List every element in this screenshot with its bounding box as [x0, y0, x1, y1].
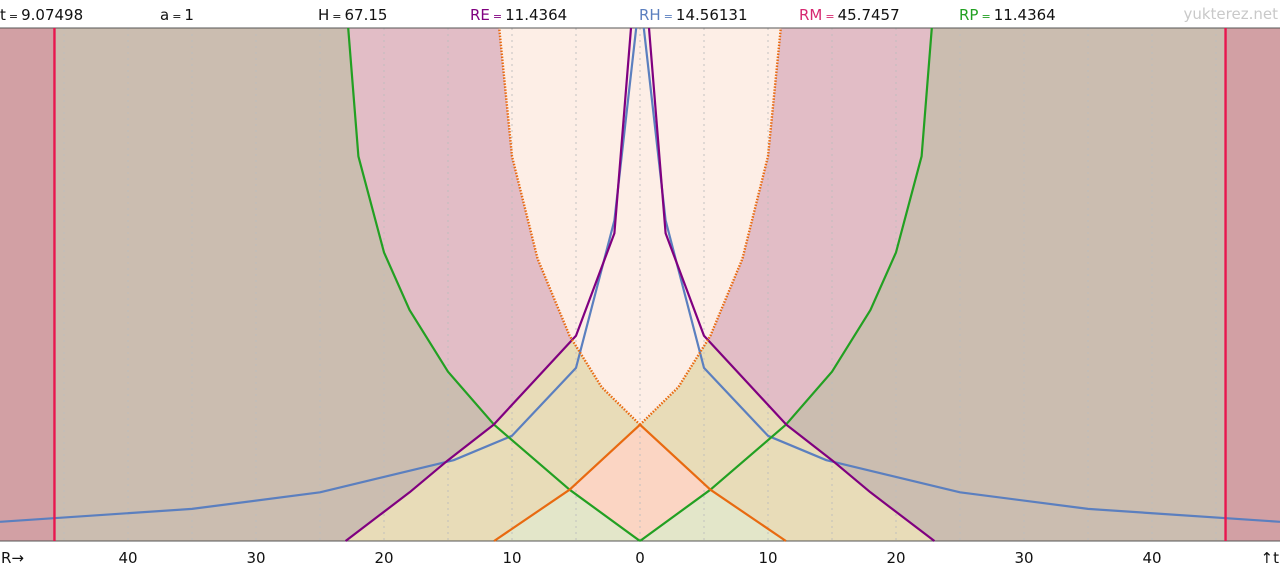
readout-t: t = 9.07498: [0, 6, 83, 24]
header-readouts: t = 9.07498 a = 1 H = 67.15 RE = 11.4364 RH = 14.56131…: [0, 6, 1056, 24]
grid-lines: [0, 27, 1280, 542]
x-tick-label: 10: [502, 549, 521, 567]
readout-value: 9.07498: [21, 6, 83, 24]
readout-label: RP: [959, 6, 978, 24]
readout-rp: RP = 11.4364: [959, 6, 1056, 24]
x-axis-ticks: 40 30 20 10 0 10 20 30 40: [118, 549, 1161, 567]
readout-rm: RM = 45.7457: [799, 6, 900, 24]
curve-particle-left: [347, 27, 641, 542]
past-cone-region-right: [640, 489, 786, 541]
curve-hubble-left: [0, 27, 638, 523]
curve-event-left: [344, 27, 633, 542]
curve-light-cone-future-right: [639, 27, 782, 426]
x-axis-label: R→: [1, 549, 24, 567]
y-axis-label: ↑t: [1261, 549, 1280, 567]
readout-rh: RH = 14.56131: [639, 6, 748, 24]
readout-value: 14.56131: [676, 6, 748, 24]
curve-particle-right: [639, 27, 933, 542]
site-watermark: yukterez.net: [1183, 5, 1278, 23]
readout-label: H: [318, 6, 329, 24]
curve-light-cone-past-left: [493, 423, 641, 542]
x-tick-label: 10: [758, 549, 777, 567]
curve-event-right: [647, 27, 936, 542]
curve-light-cone-past-right: [639, 423, 787, 542]
readout-value: 11.4364: [994, 6, 1056, 24]
readout-re: RE = 11.4364: [470, 6, 567, 24]
readout-h: H = 67.15: [318, 6, 387, 24]
readout-label: t: [0, 6, 6, 24]
readout-a: a = 1: [160, 6, 194, 24]
outer-region-left: [0, 28, 55, 541]
curve-light-cone-future-left: [498, 27, 641, 426]
readout-value: 67.15: [345, 6, 388, 24]
x-tick-label: 30: [1014, 549, 1033, 567]
x-tick-label: 30: [246, 549, 265, 567]
x-tick-label: 20: [374, 549, 393, 567]
readout-label: RH: [639, 6, 661, 24]
past-cone-region-left: [494, 489, 640, 541]
readout-value: 11.4364: [505, 6, 567, 24]
x-tick-label: 20: [886, 549, 905, 567]
x-tick-label: 40: [118, 549, 137, 567]
region-fills: [0, 28, 1280, 541]
x-tick-label: 0: [635, 549, 645, 567]
readout-label: RM: [799, 6, 822, 24]
outer-region-right: [1225, 28, 1280, 541]
readout-label: a: [160, 6, 169, 24]
curve-hubble-right: [642, 27, 1280, 523]
readout-value: 1: [184, 6, 194, 24]
readout-value: 45.7457: [838, 6, 900, 24]
readout-label: RE: [470, 6, 490, 24]
curve-group: [0, 27, 1280, 542]
x-tick-label: 40: [1142, 549, 1161, 567]
